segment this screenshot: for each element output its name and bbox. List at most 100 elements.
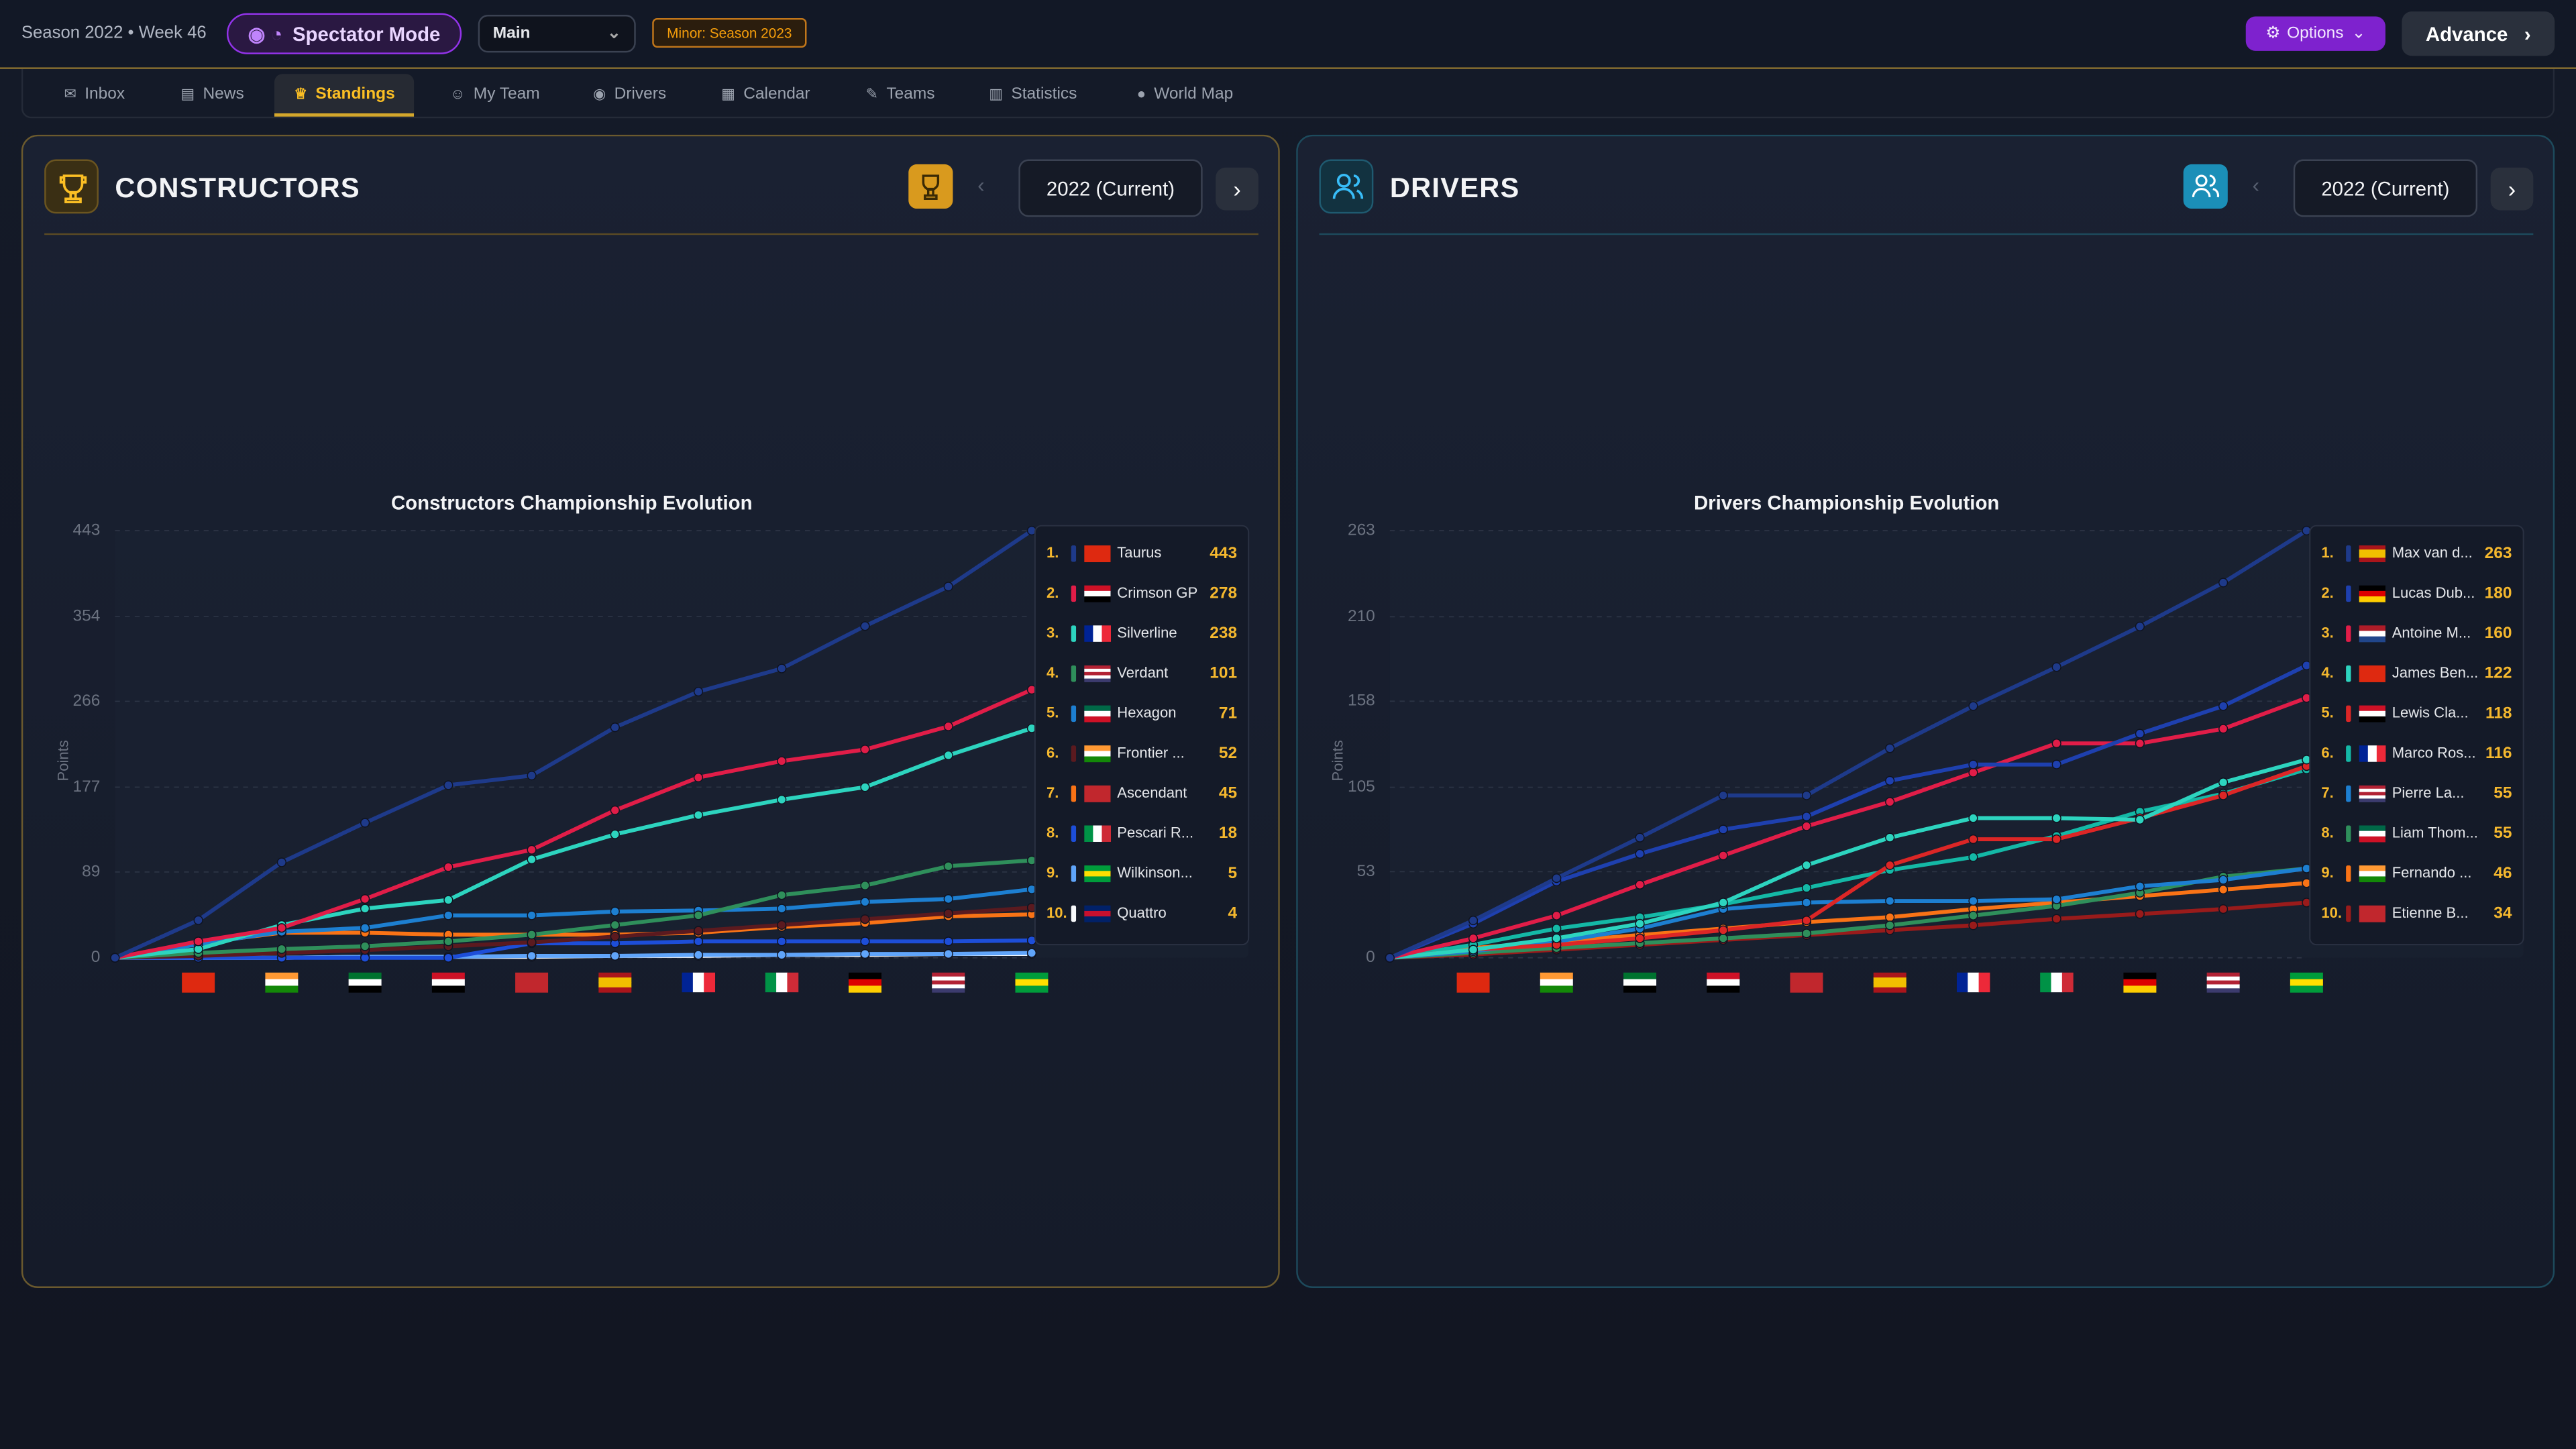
flag <box>1540 972 1573 993</box>
point <box>1968 701 1978 711</box>
point <box>1718 933 1728 943</box>
flag <box>1084 745 1111 763</box>
point <box>1968 896 1978 906</box>
point <box>693 926 704 936</box>
point <box>1552 933 1562 943</box>
legend-name: Lucas Dub... <box>2392 584 2475 601</box>
legend-value: 160 <box>2485 624 2512 642</box>
legend-swatch <box>2346 785 2351 802</box>
flag-stripe <box>431 972 465 980</box>
legend-rank: 4. <box>1046 664 1059 681</box>
y-tick-label: 177 <box>73 777 101 796</box>
people-button[interactable] <box>2183 164 2228 209</box>
tab[interactable]: ☺ My Team <box>431 74 559 113</box>
flag-stripe <box>1084 825 1093 842</box>
flag-stripe <box>265 979 299 986</box>
point <box>610 932 620 942</box>
legend-value: 5 <box>1228 864 1237 882</box>
point <box>2218 777 2229 788</box>
flag-stripe <box>1084 672 1111 676</box>
series-line <box>1389 866 2307 960</box>
flag-stripe <box>1084 865 1111 871</box>
point <box>527 910 537 920</box>
flag-stripe <box>1873 977 1907 983</box>
plot-area <box>1389 531 2524 958</box>
flag-stripe <box>932 980 965 985</box>
flag <box>2359 705 2385 722</box>
point <box>360 894 370 904</box>
trophy-button[interactable] <box>908 164 953 209</box>
prev-button[interactable]: ‹ <box>2252 172 2260 197</box>
point <box>2051 739 2061 749</box>
flag-stripe <box>682 972 694 993</box>
advance-button[interactable]: Advance › <box>2402 11 2555 56</box>
point <box>2218 701 2229 711</box>
legend-value: 71 <box>1219 704 1237 722</box>
flag-stripe <box>2359 905 2385 922</box>
flag <box>1873 972 1907 993</box>
legend-name: Wilkinson... <box>1117 864 1193 881</box>
point <box>443 895 453 905</box>
point <box>2051 834 2061 845</box>
tab[interactable]: ♕ Standings <box>274 74 415 117</box>
flag <box>2290 972 2323 993</box>
legend-name: Crimson GP <box>1117 584 1197 601</box>
flag-stripe <box>1707 985 1740 993</box>
flag-stripe <box>1084 596 1111 602</box>
point <box>2218 578 2229 588</box>
legend-value: 116 <box>2485 744 2512 762</box>
tab[interactable]: ✎ Teams <box>846 74 955 113</box>
point <box>2218 884 2229 895</box>
next-button[interactable]: › <box>1216 167 1258 211</box>
point <box>1885 896 1895 906</box>
tab[interactable]: ◉ Drivers <box>574 74 686 113</box>
flag-stripe <box>2359 545 2385 550</box>
flag-stripe <box>2359 553 2385 558</box>
prev-button[interactable]: ‹ <box>977 172 985 197</box>
save-select[interactable]: Main ⌄ <box>478 15 636 53</box>
flag-stripe <box>265 985 299 993</box>
point <box>1801 812 1812 822</box>
point <box>777 950 787 960</box>
point <box>1968 834 1978 845</box>
flag <box>2206 972 2240 993</box>
tab[interactable]: ▥ Statistics <box>969 74 1097 113</box>
badge: Minor: Season 2023 <box>652 17 807 48</box>
spectator-mode[interactable]: ◉ ◔ Spectator Mode <box>226 13 462 54</box>
y-tick-label: 354 <box>73 606 101 625</box>
legend-swatch <box>1071 625 1077 642</box>
series-line <box>1389 767 2308 960</box>
flag-stripe <box>2359 590 2385 597</box>
legend-swatch <box>1071 865 1077 882</box>
flag-stripe <box>2359 825 2385 832</box>
tab[interactable]: ✉ Inbox <box>44 74 144 113</box>
series-line <box>115 858 1032 960</box>
flag <box>849 972 881 993</box>
flag-stripe <box>1873 972 1907 978</box>
flag-stripe <box>1540 979 1573 986</box>
point <box>943 861 953 871</box>
y-axis-label: Points <box>54 740 71 781</box>
flag-stripe <box>2359 830 2385 837</box>
tab[interactable]: ● World Map <box>1117 74 1252 113</box>
tab-bar: ✉ Inbox ▤ News ♕ Standings ☺ My Team ◉ Drivers ▦ Ca… <box>21 68 2555 119</box>
season-select[interactable]: 2022 (Current) <box>2293 159 2478 217</box>
flag <box>2359 745 2386 762</box>
point <box>527 855 537 865</box>
tab[interactable]: ▤ News <box>161 74 264 113</box>
flag <box>1084 825 1112 842</box>
flag-stripe <box>2290 972 2323 980</box>
tab-label: Drivers <box>614 85 667 103</box>
legend-value: 52 <box>1219 744 1237 762</box>
season-select[interactable]: 2022 (Current) <box>1018 159 1203 217</box>
legend-rank: 7. <box>1046 784 1059 801</box>
options-button[interactable]: ⚙ Options ⌄ <box>2245 16 2385 51</box>
point <box>1801 860 1812 870</box>
flag-stripe <box>776 972 788 993</box>
point <box>1468 933 1479 943</box>
next-button[interactable]: › <box>2490 167 2534 211</box>
flag <box>2359 585 2385 602</box>
legend-swatch <box>2346 745 2351 762</box>
point <box>1552 924 1562 934</box>
tab[interactable]: ▦ Calendar <box>702 74 830 113</box>
